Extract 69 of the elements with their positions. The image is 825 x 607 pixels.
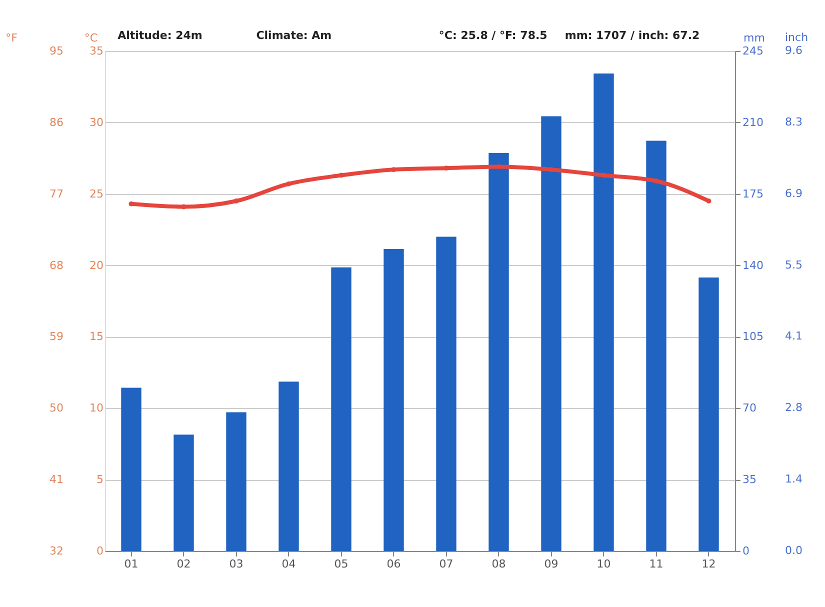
y-tick-label: 30 — [90, 116, 104, 129]
y3-tick-label: 41 — [50, 473, 64, 486]
text: 9.6 — [785, 44, 802, 57]
text: 1.4 — [785, 472, 802, 486]
text: °C: 25.8 / °F: 78.5 — [438, 29, 548, 42]
y3-tick-label: 59 — [50, 330, 64, 344]
y2-tick-label: 0 — [742, 544, 750, 558]
x-tick-label: 05 — [334, 558, 348, 570]
text: mm: 1707 / inch: 67.2 — [564, 29, 700, 42]
x-tick-label: 03 — [229, 558, 244, 570]
bar — [436, 236, 456, 551]
bar — [488, 153, 509, 551]
y-axis-title: °C — [84, 32, 98, 44]
x-tick-label: 12 — [702, 558, 716, 570]
bar — [541, 116, 562, 551]
y2-tick-label: 35 — [742, 473, 756, 486]
y3-tick-label: 77 — [50, 187, 64, 200]
x-tick-label: 01 — [124, 558, 138, 570]
text: 8.3 — [785, 115, 802, 128]
point — [706, 198, 712, 204]
text: 5.5 — [785, 258, 802, 272]
y-tick-label: 5 — [96, 473, 104, 486]
y3-tick-label: 68 — [50, 258, 64, 272]
x-tick-label: 02 — [176, 558, 191, 570]
y-tick-label: 15 — [90, 330, 104, 344]
x-tick-label: 09 — [544, 558, 558, 570]
bar — [121, 388, 142, 551]
x-tick-label: 04 — [282, 558, 296, 570]
bar — [646, 140, 666, 551]
y2-tick-label: 105 — [742, 330, 764, 344]
x-tick-label: 06 — [386, 558, 401, 570]
bar — [278, 382, 299, 551]
y3-tick-label: 50 — [50, 402, 64, 415]
y-tick-label: 20 — [90, 258, 104, 272]
y3-tick-label: 95 — [50, 44, 64, 58]
point — [548, 167, 554, 172]
bar — [331, 267, 352, 551]
y3-tick-label: 32 — [50, 544, 64, 558]
bar — [174, 434, 194, 551]
y2-tick-label: 70 — [742, 402, 756, 415]
y2-tick-label: 175 — [742, 187, 764, 200]
text: Altitude: 24m — [118, 29, 202, 42]
point — [654, 178, 659, 184]
text: Climate: Am — [256, 29, 332, 42]
text: 0.0 — [785, 544, 802, 557]
y2-tick-label: 245 — [742, 44, 764, 58]
y-tick-label: 10 — [90, 402, 104, 415]
y2-tick-label: 210 — [742, 116, 764, 129]
y2-axis-title: mm — [744, 32, 765, 44]
x-tick-label: 08 — [492, 558, 506, 570]
y2-tick-label: 140 — [742, 258, 764, 272]
y3-tick-label: 86 — [50, 116, 64, 129]
bar — [384, 248, 404, 551]
point — [286, 181, 292, 186]
point — [234, 198, 239, 204]
text: 2.8 — [785, 401, 802, 414]
x-tick-label: 10 — [596, 558, 611, 570]
bar — [698, 278, 719, 551]
x-tick-label: 11 — [649, 558, 664, 570]
y-tick-label: 0 — [96, 544, 104, 558]
y-tick-label: 25 — [90, 187, 104, 200]
y-tick-label: 35 — [90, 44, 104, 58]
bar — [594, 73, 614, 551]
text: 6.9 — [785, 186, 802, 200]
text: 4.1 — [785, 330, 802, 343]
bar — [226, 412, 246, 551]
y3-axis-title: °F — [6, 32, 18, 44]
text: inch — [785, 31, 808, 44]
x-tick-label: 07 — [439, 558, 454, 570]
